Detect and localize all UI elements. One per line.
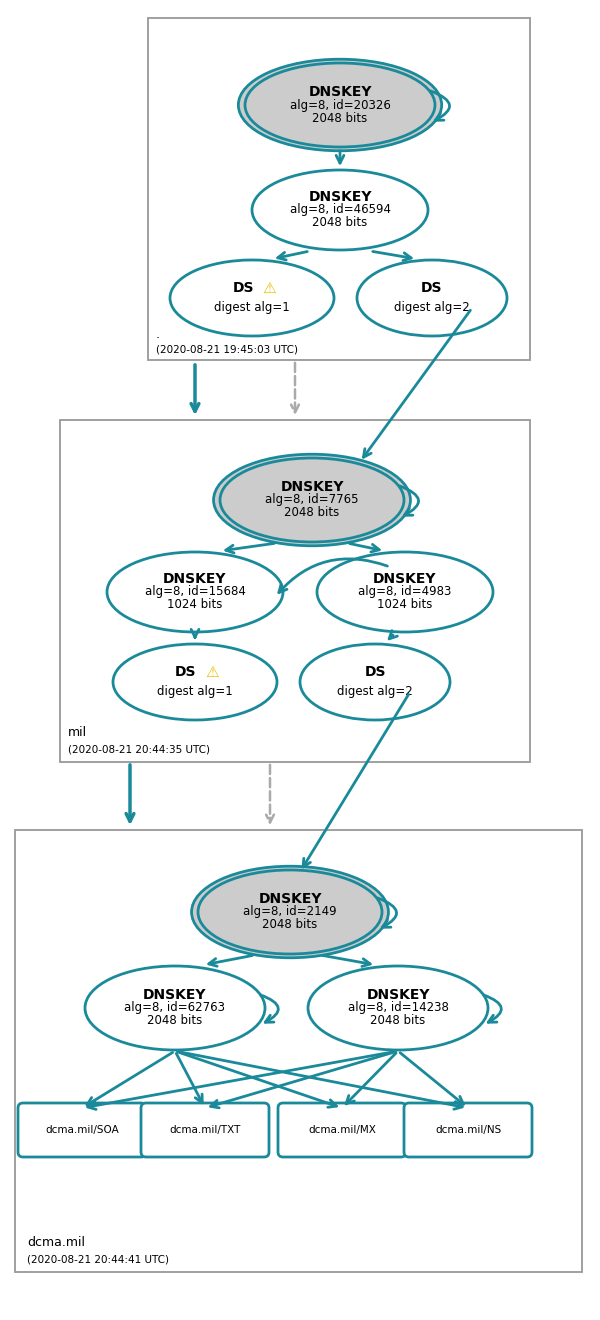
Text: dcma.mil/TXT: dcma.mil/TXT: [169, 1125, 241, 1135]
Text: DNSKEY: DNSKEY: [258, 892, 322, 906]
Text: DNSKEY: DNSKEY: [143, 987, 207, 1002]
Bar: [15, 830, 582, 1272]
Text: DNSKEY: DNSKEY: [308, 84, 372, 99]
Text: 2048 bits: 2048 bits: [284, 507, 340, 520]
FancyArrowPatch shape: [377, 898, 397, 928]
Text: 1024 bits: 1024 bits: [377, 598, 433, 611]
Text: digest alg=1: digest alg=1: [214, 301, 290, 314]
Text: ⚠: ⚠: [205, 664, 219, 680]
Text: 2048 bits: 2048 bits: [262, 919, 317, 932]
Text: (2020-08-21 19:45:03 UTC): (2020-08-21 19:45:03 UTC): [156, 345, 298, 355]
Ellipse shape: [85, 966, 265, 1049]
FancyBboxPatch shape: [278, 1104, 406, 1158]
Ellipse shape: [220, 458, 404, 543]
FancyBboxPatch shape: [18, 1104, 146, 1158]
Text: 2048 bits: 2048 bits: [148, 1015, 203, 1027]
FancyArrowPatch shape: [260, 995, 278, 1022]
Bar: [60, 420, 530, 762]
Text: 2048 bits: 2048 bits: [370, 1015, 425, 1027]
Text: DNSKEY: DNSKEY: [163, 572, 227, 586]
Text: DNSKEY: DNSKEY: [373, 572, 437, 586]
Text: digest alg=2: digest alg=2: [394, 301, 470, 314]
FancyArrowPatch shape: [431, 91, 449, 120]
Text: alg=8, id=15684: alg=8, id=15684: [145, 586, 245, 598]
Text: DNSKEY: DNSKEY: [280, 480, 344, 494]
Text: 2048 bits: 2048 bits: [313, 111, 368, 124]
Ellipse shape: [245, 63, 435, 147]
Text: DS: DS: [364, 665, 386, 678]
Ellipse shape: [357, 260, 507, 337]
Text: alg=8, id=7765: alg=8, id=7765: [265, 494, 359, 507]
Text: dcma.mil/MX: dcma.mil/MX: [308, 1125, 376, 1135]
Text: digest alg=2: digest alg=2: [337, 685, 413, 698]
Text: digest alg=1: digest alg=1: [157, 685, 233, 698]
Text: dcma.mil: dcma.mil: [27, 1236, 85, 1249]
Ellipse shape: [170, 260, 334, 337]
Ellipse shape: [238, 59, 442, 150]
Text: mil: mil: [68, 726, 87, 738]
FancyArrowPatch shape: [279, 558, 388, 593]
Text: DNSKEY: DNSKEY: [366, 987, 430, 1002]
Ellipse shape: [214, 454, 410, 545]
Text: alg=8, id=62763: alg=8, id=62763: [125, 1002, 226, 1015]
FancyArrowPatch shape: [484, 995, 502, 1022]
Ellipse shape: [317, 552, 493, 632]
Ellipse shape: [113, 644, 277, 719]
Text: DS: DS: [421, 281, 443, 294]
Text: dcma.mil/SOA: dcma.mil/SOA: [45, 1125, 119, 1135]
FancyBboxPatch shape: [141, 1104, 269, 1158]
Text: DNSKEY: DNSKEY: [308, 190, 372, 205]
Ellipse shape: [198, 870, 382, 954]
FancyBboxPatch shape: [404, 1104, 532, 1158]
Ellipse shape: [300, 644, 450, 719]
Text: dcma.mil/NS: dcma.mil/NS: [435, 1125, 501, 1135]
Text: 2048 bits: 2048 bits: [313, 216, 368, 230]
Ellipse shape: [308, 966, 488, 1049]
Text: alg=8, id=46594: alg=8, id=46594: [290, 203, 391, 216]
Text: alg=8, id=2149: alg=8, id=2149: [243, 906, 337, 919]
Text: alg=8, id=4983: alg=8, id=4983: [358, 586, 452, 598]
Ellipse shape: [191, 866, 388, 958]
Ellipse shape: [252, 170, 428, 249]
Text: alg=8, id=20326: alg=8, id=20326: [290, 99, 391, 111]
Ellipse shape: [107, 552, 283, 632]
FancyArrowPatch shape: [400, 486, 419, 515]
Bar: [148, 18, 530, 360]
Text: DS: DS: [175, 665, 197, 678]
Text: 1024 bits: 1024 bits: [167, 598, 223, 611]
Text: (2020-08-21 20:44:41 UTC): (2020-08-21 20:44:41 UTC): [27, 1255, 169, 1265]
Text: ⚠: ⚠: [262, 281, 276, 296]
Text: alg=8, id=14238: alg=8, id=14238: [347, 1002, 448, 1015]
Text: DS: DS: [232, 281, 254, 294]
Text: .: .: [156, 329, 160, 342]
Text: (2020-08-21 20:44:35 UTC): (2020-08-21 20:44:35 UTC): [68, 744, 210, 755]
